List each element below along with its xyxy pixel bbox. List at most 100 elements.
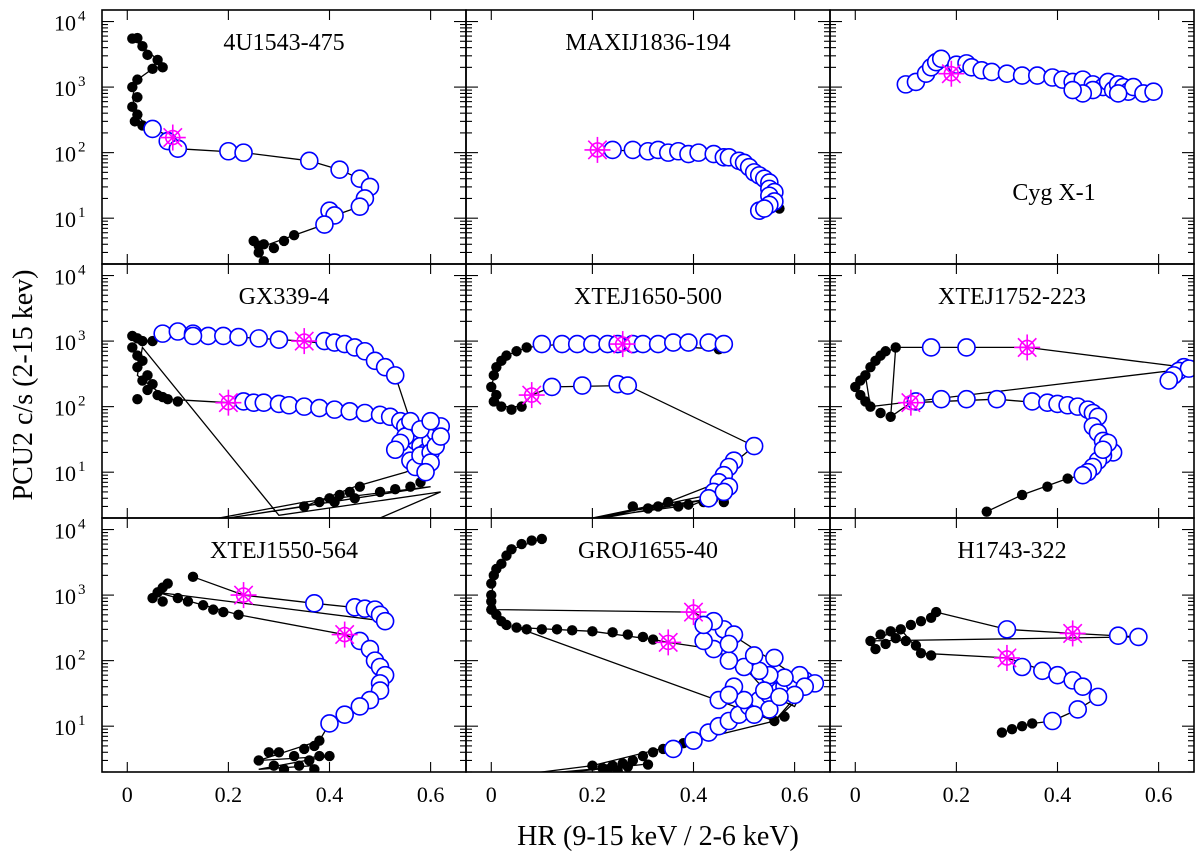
soft-state-point (157, 596, 168, 607)
soft-state-point (278, 764, 290, 772)
x-tick-label: 0.6 (1145, 782, 1173, 807)
x-axis-title: HR (9-15 keV / 2-6 keV) (517, 821, 799, 852)
y-tick-exponent: 3 (78, 582, 86, 598)
y-minor-ticks (830, 518, 1194, 773)
soft-state-point (268, 760, 280, 771)
soft-state-point (865, 361, 876, 373)
panel-h1743-322: H1743-322 (829, 517, 1195, 773)
soft-state-point (162, 393, 173, 405)
hard-state-point (269, 330, 289, 350)
hard-state-point (294, 397, 314, 416)
soft-state-point (516, 538, 527, 550)
soft-state-point (779, 711, 790, 722)
hard-state-point (572, 376, 592, 395)
hard-state-point (689, 143, 708, 162)
hard-state-point (1027, 66, 1047, 85)
y-tick-label: 10 (54, 11, 76, 36)
hard-state-point (719, 685, 739, 705)
soft-state-point (263, 747, 275, 758)
soft-state-point (496, 401, 507, 412)
plot-area (147, 571, 395, 772)
x-tick-label: 0.4 (316, 782, 344, 807)
soft-state-point (501, 550, 512, 561)
hard-state-point (249, 329, 269, 348)
soft-state-point (486, 381, 497, 393)
soft-state-point (880, 638, 891, 650)
soft-state-point (663, 496, 674, 508)
y-tick-label: 10 (54, 330, 76, 355)
hard-state-point (340, 401, 360, 421)
hard-state-point (997, 64, 1017, 84)
hard-state-point (421, 411, 440, 431)
soft-state-point (349, 493, 360, 504)
panel-xtej1650-500: XTEJ1650-500 (465, 263, 831, 519)
soft-state-point (875, 629, 886, 640)
panel-frame (829, 517, 1195, 773)
hard-state-point (775, 668, 794, 687)
soft-state-point (253, 240, 264, 251)
hard-state-point (987, 389, 1007, 409)
plot-area (865, 606, 1148, 738)
hard-state-point (385, 440, 405, 460)
panel-title: H1743-322 (957, 538, 1066, 564)
transition-marker (680, 599, 707, 626)
panel-maxij1836-194: MAXIJ1836-194 (465, 9, 831, 265)
hard-state-point (623, 140, 643, 160)
y-minor-ticks (830, 264, 1194, 519)
soft-state-point (1016, 489, 1028, 501)
y-tick-label: 10 (54, 142, 76, 167)
soft-state-point (390, 484, 401, 495)
soft-state-point (147, 63, 158, 75)
hard-state-point (385, 366, 405, 385)
soft-state-point (258, 256, 269, 264)
y-tick-exponent: 3 (78, 328, 86, 344)
soft-state-point (1062, 473, 1073, 484)
hard-state-point (1073, 465, 1093, 485)
y-tick-exponent: 2 (78, 140, 86, 156)
hard-state-point (1129, 627, 1148, 647)
soft-state-point (865, 401, 876, 412)
hard-state-point (618, 376, 638, 395)
soft-state-point (895, 624, 906, 635)
hard-state-point (749, 661, 769, 681)
soft-state-point (187, 571, 199, 583)
soft-state-point (925, 612, 937, 624)
soft-state-point (137, 41, 148, 52)
y-tick-label: 10 (54, 715, 76, 740)
x-tick-labels: 0 0.2 0.4 0.6 0 0.2 0.4 0.6 0 0.2 0.4 0.6 (122, 782, 1173, 807)
soft-state-point (602, 764, 613, 772)
y-minor-ticks (466, 264, 830, 519)
hard-state-point (744, 646, 764, 665)
soft-state-point (491, 361, 502, 373)
hard-state-point (416, 462, 435, 482)
soft-state-point (329, 496, 340, 508)
soft-state-point (521, 342, 532, 353)
soft-state-point (637, 631, 649, 643)
soft-state-point (501, 619, 512, 631)
soft-state-point (132, 393, 143, 405)
y-tick-labels: 10 110 210 310 410 110 210 310 410 110 210 310 4 (54, 9, 86, 741)
hard-state-point (982, 62, 1002, 82)
soft-state-point (996, 727, 1008, 738)
soft-state-point (172, 592, 184, 604)
soft-state-point (253, 755, 264, 766)
hard-state-point (542, 377, 562, 397)
soft-state-point (885, 411, 896, 422)
x-tick-label: 0 (122, 782, 133, 807)
y-tick-exponent: 1 (78, 459, 86, 475)
plot-area (584, 136, 785, 221)
soft-state-point (910, 640, 922, 651)
hard-state-point (957, 338, 976, 357)
soft-state-point (208, 604, 219, 615)
plot-area (127, 32, 380, 264)
soft-state-point (622, 761, 633, 772)
soft-state-point (925, 650, 937, 661)
hard-state-point (1108, 84, 1128, 103)
hard-state-point (694, 615, 713, 635)
hard-state-point (330, 160, 349, 179)
hard-state-point (355, 403, 375, 423)
soft-state-point (526, 535, 537, 546)
hard-state-point (532, 334, 552, 354)
soft-state-point (551, 624, 563, 635)
y-tick-label: 10 (54, 650, 76, 675)
